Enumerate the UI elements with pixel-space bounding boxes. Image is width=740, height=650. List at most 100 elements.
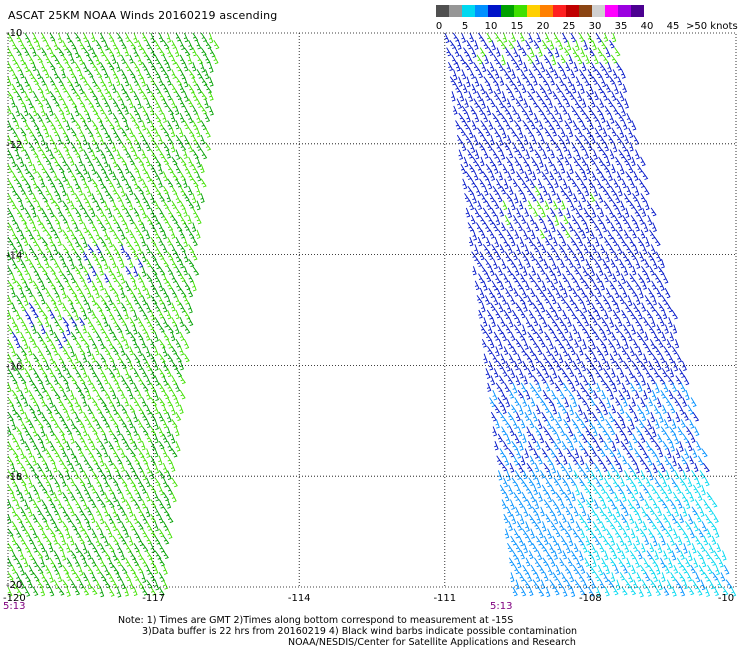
wind-barb xyxy=(553,440,559,450)
wind-barb xyxy=(577,54,583,65)
wind-barb xyxy=(32,411,39,422)
wind-barb xyxy=(95,98,101,108)
wind-barb xyxy=(41,499,48,510)
wind-barb xyxy=(104,506,109,517)
wind-barb xyxy=(78,521,85,532)
wind-barb xyxy=(599,375,607,386)
wind-barb xyxy=(582,470,588,479)
wind-barb xyxy=(489,266,495,276)
wind-barb xyxy=(79,550,86,560)
wind-barb xyxy=(579,178,586,189)
wind-barb xyxy=(606,120,612,130)
wind-barb xyxy=(604,513,611,523)
wind-barb xyxy=(128,200,134,211)
wind-barb xyxy=(484,222,491,233)
wind-barb xyxy=(162,462,168,474)
wind-barb xyxy=(49,397,54,408)
wind-barb xyxy=(679,513,685,524)
wind-barb xyxy=(116,178,122,189)
wind-barb xyxy=(558,244,565,253)
wind-barb xyxy=(74,368,82,378)
wind-barb xyxy=(200,91,208,101)
wind-barb xyxy=(641,375,646,386)
wind-barb xyxy=(116,441,121,451)
wind-barb xyxy=(37,579,44,589)
wind-barb xyxy=(507,171,513,182)
wind-barb xyxy=(640,193,647,203)
wind-barb xyxy=(502,200,508,211)
wind-barb xyxy=(661,331,667,342)
wind-barb xyxy=(120,171,126,182)
wind-barb xyxy=(566,484,572,495)
wind-barb xyxy=(516,244,521,255)
wind-barb xyxy=(103,360,109,370)
wind-barb xyxy=(518,200,524,210)
wind-barb xyxy=(580,214,587,225)
wind-barb xyxy=(66,353,73,362)
wind-barb xyxy=(523,302,528,312)
wind-barb xyxy=(615,397,621,406)
wind-barb xyxy=(525,557,531,567)
wind-barb xyxy=(502,440,509,450)
wind-barb xyxy=(137,492,143,502)
wind-barb xyxy=(602,295,609,305)
wind-barb xyxy=(469,236,474,247)
wind-barb xyxy=(112,214,118,225)
wind-barb xyxy=(95,360,102,370)
wind-barb xyxy=(509,389,515,399)
wind-barb xyxy=(70,331,77,341)
wind-barb xyxy=(133,207,140,217)
wind-barb xyxy=(158,295,164,305)
wind-barb xyxy=(474,149,480,160)
wind-barb xyxy=(32,339,38,349)
wind-barb xyxy=(562,382,569,392)
wind-barb xyxy=(602,535,609,546)
wind-barb xyxy=(650,579,657,588)
wind-barb xyxy=(688,550,693,562)
wind-barb xyxy=(45,98,51,109)
wind-barb xyxy=(204,98,209,109)
wind-barb xyxy=(87,506,93,516)
wind-barb xyxy=(476,54,483,65)
wind-barb xyxy=(70,200,75,210)
wind-barb xyxy=(700,579,706,591)
wind-barb xyxy=(587,346,594,355)
wind-barb xyxy=(597,83,604,94)
wind-barb xyxy=(647,215,653,226)
wind-barb xyxy=(483,149,489,159)
wind-barb xyxy=(578,273,585,284)
wind-barb xyxy=(171,492,177,503)
wind-barb xyxy=(557,411,562,422)
wind-barb xyxy=(572,47,579,58)
wind-barb xyxy=(108,368,116,378)
wind-barb xyxy=(546,419,553,430)
wind-barb xyxy=(597,251,602,262)
wind-barb xyxy=(83,338,90,348)
wind-barb xyxy=(145,346,151,358)
wind-barb xyxy=(150,353,156,363)
wind-barb xyxy=(560,258,566,269)
wind-barb xyxy=(121,317,127,326)
wind-barb xyxy=(70,477,76,487)
wind-barb xyxy=(162,564,168,575)
wind-barb xyxy=(523,98,529,108)
wind-barb xyxy=(154,215,160,225)
wind-barb xyxy=(521,178,528,189)
wind-barb xyxy=(536,273,542,283)
wind-barb xyxy=(510,535,517,546)
wind-barb xyxy=(163,200,169,209)
wind-barb xyxy=(530,397,536,407)
wind-barb xyxy=(582,266,589,277)
wind-barb xyxy=(82,353,88,363)
wind-barb xyxy=(120,83,127,95)
wind-barb xyxy=(703,499,710,509)
wind-barb xyxy=(576,222,583,233)
wind-barb xyxy=(11,492,16,502)
wind-barb xyxy=(603,572,609,583)
wind-barb xyxy=(16,426,23,435)
wind-barb xyxy=(593,149,598,160)
wind-barb xyxy=(78,185,83,196)
wind-barb xyxy=(557,61,564,72)
wind-barb xyxy=(467,185,474,196)
wind-barb xyxy=(150,557,156,569)
